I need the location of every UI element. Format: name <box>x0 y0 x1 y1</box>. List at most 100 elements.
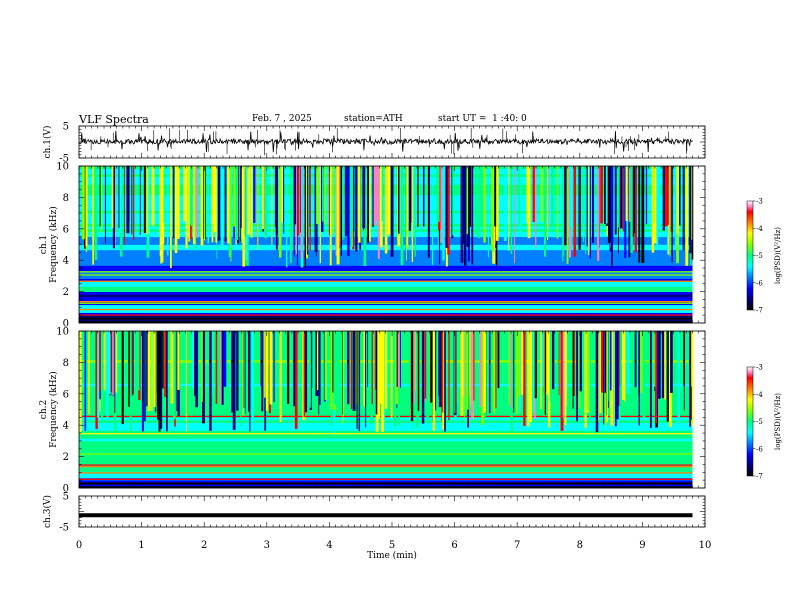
y-axis-label: ch.1 <box>39 235 49 254</box>
x-tick-label: 3 <box>264 540 270 551</box>
sferic-streak <box>375 331 378 415</box>
spectrogram-row <box>79 254 693 258</box>
sferic-streak <box>242 166 246 267</box>
sferic-streak <box>212 331 214 396</box>
sferic-streak <box>230 166 232 262</box>
spectrogram-row <box>79 304 693 308</box>
sferic-streak <box>653 166 655 224</box>
sferic-streak <box>601 331 604 393</box>
emission-line <box>79 274 693 276</box>
sferic-streak <box>188 166 190 242</box>
colorbars: -3 -4 -5 -6 -7 log(PSD)(V²/Hz) -3 -4 -5 -6 -7 log(P… <box>746 198 782 481</box>
y-tick-label: 10 <box>56 327 69 338</box>
sferic-streak <box>540 166 544 222</box>
sferic-streak <box>547 166 549 241</box>
sferic-streak <box>159 331 163 429</box>
sferic-streak <box>347 331 350 405</box>
sferic-streak <box>274 166 277 228</box>
spectrogram-row <box>79 446 693 450</box>
sferic-streak <box>494 331 497 409</box>
spectrogram-row <box>79 288 693 292</box>
sferic-streak <box>645 166 648 225</box>
sferic-streak <box>586 331 589 411</box>
ch1-waveform-trace <box>78 127 693 156</box>
sferic-streak <box>362 166 366 229</box>
sferic-streak <box>335 331 339 408</box>
spectrogram-row <box>79 451 693 455</box>
sferic-streak <box>157 331 160 420</box>
sferic-streak <box>151 331 153 412</box>
sferic-streak <box>414 166 416 257</box>
colorbar-tick-label: -5 <box>756 418 763 426</box>
sferic-streak <box>405 166 407 261</box>
sferic-streak <box>442 166 445 261</box>
sferic-streak <box>202 331 206 424</box>
low-band <box>79 317 693 320</box>
sferic-streak <box>483 331 487 413</box>
sferic-streak <box>436 166 440 222</box>
x-tick-label: 9 <box>639 540 645 551</box>
sferic-streak <box>290 166 292 264</box>
sferic-streak <box>330 331 333 409</box>
emission-line <box>79 415 693 418</box>
sferic-streak <box>189 166 193 226</box>
sferic-streak <box>217 331 220 398</box>
sferic-streak <box>529 331 533 423</box>
sferic-streak <box>88 331 90 415</box>
sferic-streak <box>177 166 180 239</box>
sferic-streak <box>399 331 401 388</box>
sferic-streak <box>641 166 645 264</box>
sferic-streak <box>342 331 344 424</box>
sferic-streak <box>129 331 132 433</box>
sferic-streak <box>607 166 611 243</box>
spectrogram-row <box>79 260 693 264</box>
spectrogram-row <box>79 422 693 426</box>
sferic-streak <box>435 331 438 396</box>
sferic-streak <box>177 331 180 390</box>
sferic-streak <box>546 331 548 395</box>
sferic-streak <box>664 331 666 400</box>
sferic-streak <box>203 166 206 241</box>
spectrogram-row <box>79 472 693 476</box>
y-tick-label: 8 <box>63 193 69 204</box>
chart-title: VLF Spectra <box>79 113 149 126</box>
sferic-streak <box>558 331 560 396</box>
sferic-streak <box>99 331 101 391</box>
sferic-streak <box>466 166 469 235</box>
sferic-streak <box>318 331 321 405</box>
sferic-streak <box>139 166 141 236</box>
y-axis-label: ch.1(V) <box>42 126 53 159</box>
sferic-streak <box>196 166 199 238</box>
sferic-streak <box>245 331 249 414</box>
sferic-streak <box>162 331 164 389</box>
sferic-streak <box>569 166 571 258</box>
spectrogram-row <box>79 283 693 287</box>
sferic-streak <box>324 166 327 225</box>
sferic-streak <box>381 331 384 432</box>
colorbar-tick-label: -5 <box>756 252 763 260</box>
spectrogram-row <box>79 427 693 431</box>
sferic-streak <box>691 331 694 426</box>
emission-line <box>79 453 693 455</box>
sferic-streak <box>477 166 480 239</box>
emission-line <box>79 466 693 468</box>
sferic-streak <box>518 331 521 397</box>
sferic-streak <box>248 331 250 412</box>
low-band <box>79 482 693 485</box>
sferic-streak <box>176 331 178 412</box>
sferic-streak <box>375 166 378 222</box>
sferic-streak <box>442 331 445 430</box>
sferic-streak <box>142 331 144 403</box>
y-tick-label: 6 <box>63 224 69 235</box>
sferic-streak <box>491 166 495 253</box>
sferic-streak <box>597 166 600 261</box>
sferic-streak <box>300 166 303 259</box>
sferic-streak <box>170 331 174 404</box>
sferic-streak <box>236 331 239 411</box>
spectrogram-row <box>79 425 693 429</box>
sferic-streak <box>264 331 266 398</box>
sferic-streak <box>241 166 243 240</box>
sferic-streak <box>638 331 640 426</box>
sferic-streak <box>394 331 397 428</box>
